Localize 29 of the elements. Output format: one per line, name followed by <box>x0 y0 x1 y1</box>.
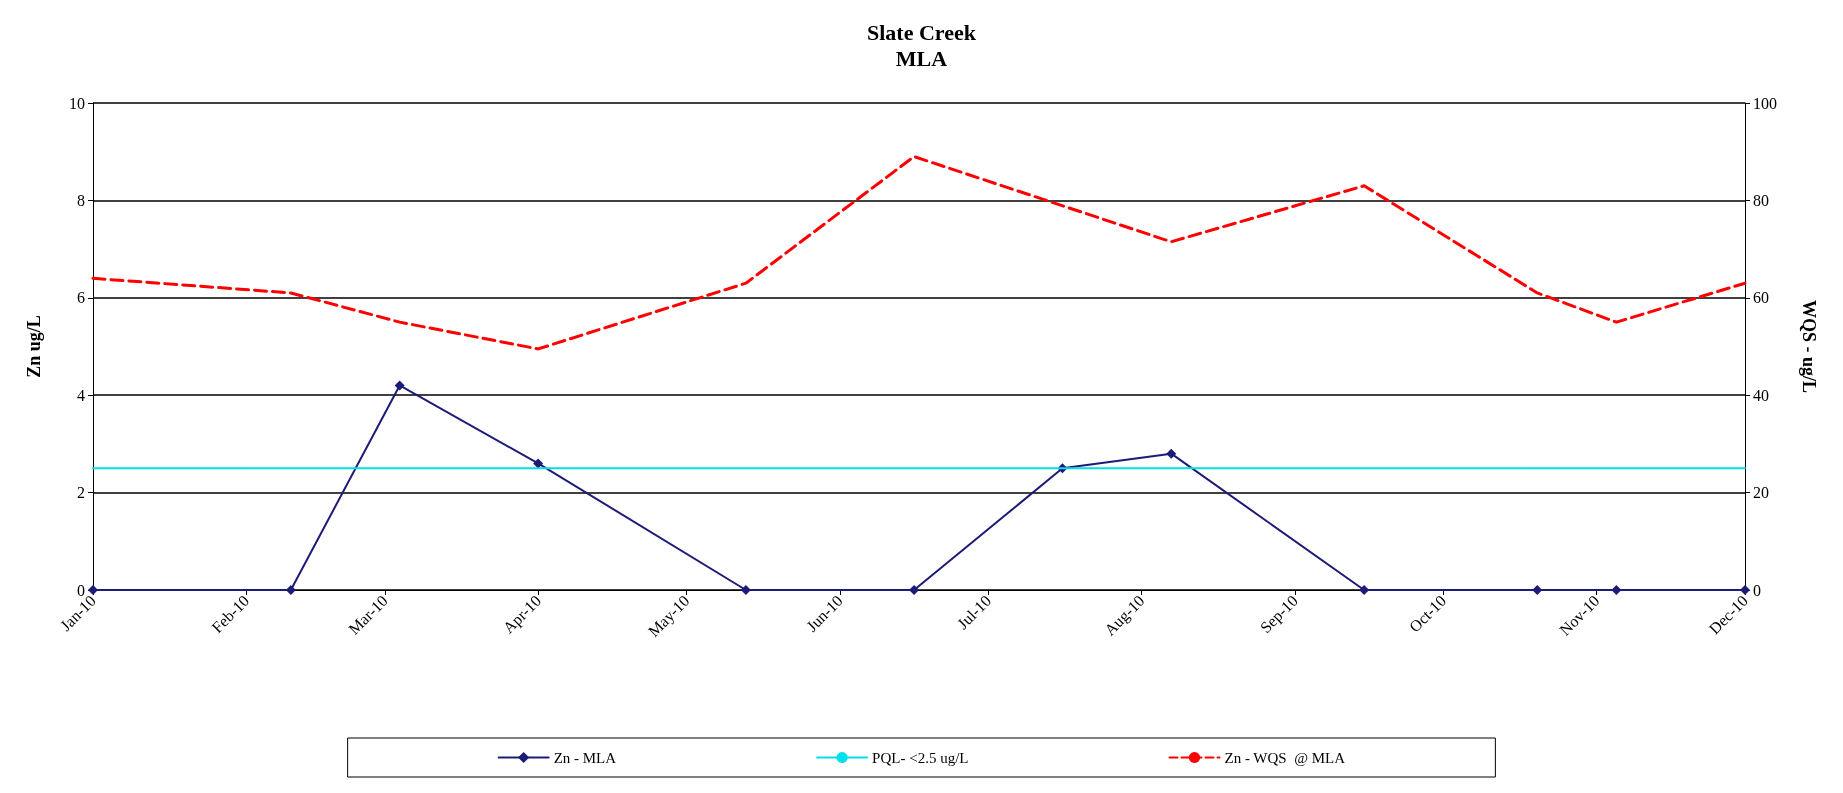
y-tick-label: 2 <box>77 484 85 502</box>
line-series <box>91 155 1747 351</box>
y2-tick-label: 0 <box>1753 581 1761 599</box>
y2-tick-label: 80 <box>1753 191 1769 209</box>
y2-tick-label: 40 <box>1753 386 1769 404</box>
legend-label: Zn - WQS @ MLA <box>1224 749 1346 766</box>
chart-title: Slate Creek <box>867 19 977 45</box>
y-tick-label: 10 <box>69 94 85 112</box>
y-axis-title: Zn ug/L <box>24 315 44 378</box>
point <box>1611 585 1622 595</box>
legend-label: Zn - MLA <box>553 749 617 766</box>
y-tick-label: 0 <box>77 581 85 599</box>
y2-axis-title: WQS - ug/L <box>1799 299 1819 394</box>
point <box>533 458 544 469</box>
point <box>394 380 405 391</box>
point <box>909 585 920 595</box>
y-tick-label: 4 <box>77 386 85 404</box>
y2-tick-label: 60 <box>1753 289 1769 307</box>
y2-tick-label: 20 <box>1753 484 1769 502</box>
point <box>88 585 98 595</box>
y2-tick-label: 100 <box>1753 94 1777 112</box>
chart-subtitle: MLA <box>895 45 948 71</box>
point <box>1740 585 1750 595</box>
point <box>740 585 751 595</box>
point <box>1532 585 1543 595</box>
point <box>1166 448 1177 459</box>
y-tick-label: 6 <box>77 289 85 307</box>
y-tick-label: 8 <box>77 191 85 209</box>
legend-label: PQL- <2.5 ug/L <box>872 749 969 766</box>
